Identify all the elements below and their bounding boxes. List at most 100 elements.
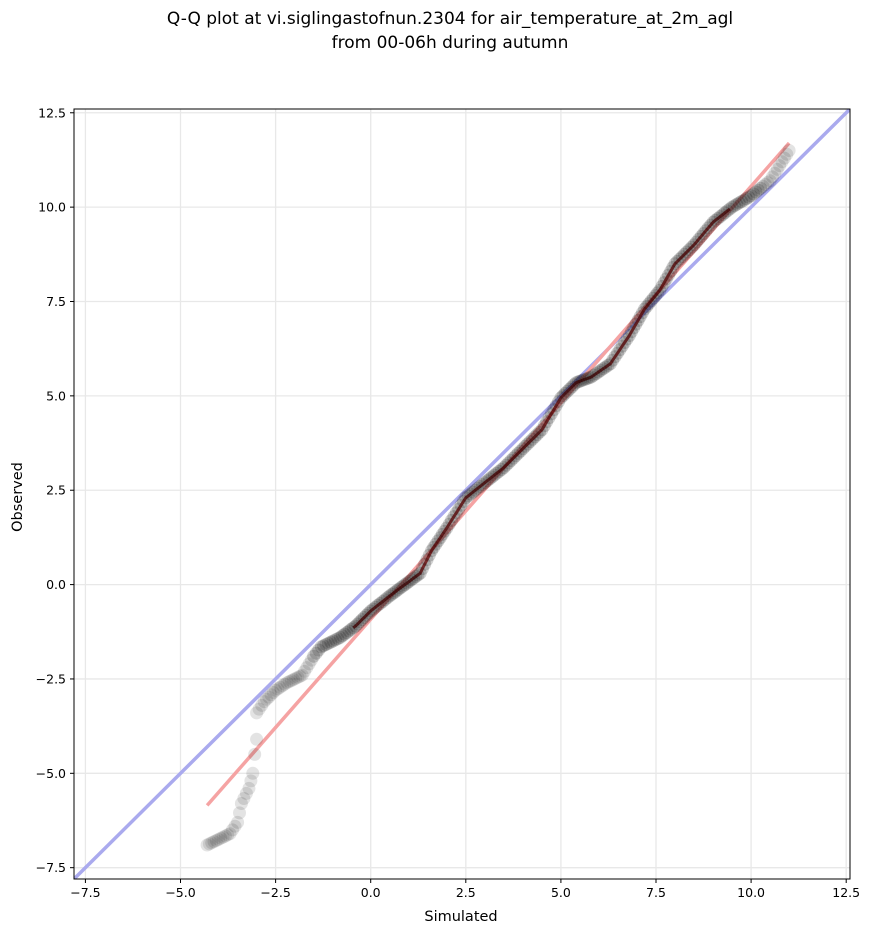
qq-point bbox=[478, 476, 492, 490]
qq-point bbox=[260, 692, 273, 706]
qq-point bbox=[471, 481, 485, 495]
qq-point bbox=[326, 634, 340, 648]
qq-point bbox=[248, 747, 262, 761]
qq-point bbox=[271, 682, 285, 696]
qq-point bbox=[499, 458, 513, 472]
qq-point bbox=[635, 306, 649, 320]
qq-point bbox=[673, 252, 687, 266]
qq-point bbox=[289, 671, 303, 685]
qq-point bbox=[291, 670, 305, 684]
grid-lines bbox=[74, 109, 850, 879]
qq-point bbox=[231, 815, 245, 829]
qq-point bbox=[720, 204, 734, 218]
qq-point bbox=[207, 835, 221, 849]
qq-point bbox=[212, 832, 225, 846]
qq-point bbox=[730, 197, 744, 211]
qq-point bbox=[777, 151, 791, 165]
qq-point bbox=[773, 159, 787, 173]
qq-point bbox=[664, 264, 678, 278]
x-tick-label: −7.5 bbox=[70, 885, 100, 900]
qq-point bbox=[668, 257, 682, 271]
qq-point bbox=[567, 378, 581, 392]
x-tick-label: 12.5 bbox=[832, 885, 860, 900]
qq-point bbox=[221, 828, 235, 842]
qq-point bbox=[571, 375, 585, 389]
qq-point bbox=[697, 227, 710, 241]
qq-point bbox=[319, 638, 333, 651]
qq-point bbox=[713, 210, 727, 224]
qq-point bbox=[300, 661, 314, 675]
qq-point bbox=[293, 669, 307, 683]
qq-point bbox=[613, 343, 627, 357]
qq-point bbox=[739, 192, 753, 206]
qq-point bbox=[287, 673, 300, 686]
qq-point bbox=[409, 570, 423, 583]
qq-point bbox=[640, 299, 654, 313]
qq-point bbox=[747, 187, 760, 201]
qq-point bbox=[309, 646, 323, 660]
qq-point bbox=[608, 350, 622, 364]
qq-point bbox=[506, 451, 520, 465]
qq-point bbox=[214, 831, 228, 845]
qq-point bbox=[487, 468, 501, 482]
qq-point bbox=[420, 553, 434, 567]
qq-point bbox=[618, 336, 632, 349]
qq-point bbox=[234, 797, 248, 810]
qq-point bbox=[378, 593, 392, 607]
qq-point bbox=[497, 461, 511, 475]
qq-point bbox=[449, 506, 463, 520]
qq-point bbox=[725, 200, 739, 214]
qq-point bbox=[329, 633, 342, 647]
x-tick-label: −5.0 bbox=[165, 885, 195, 900]
qq-point bbox=[558, 386, 572, 400]
qq-point bbox=[580, 372, 594, 386]
qq-point bbox=[302, 657, 316, 671]
qq-point bbox=[655, 279, 669, 293]
qq-point bbox=[317, 639, 331, 653]
qq-point bbox=[464, 487, 478, 501]
qq-point bbox=[366, 602, 380, 616]
qq-point bbox=[629, 317, 643, 331]
qq-point bbox=[364, 604, 378, 618]
qq-point bbox=[226, 823, 239, 837]
qq-point bbox=[756, 179, 770, 193]
qq-point bbox=[371, 598, 385, 612]
qq-point bbox=[687, 238, 701, 252]
qq-point bbox=[485, 470, 499, 484]
qq-point bbox=[411, 568, 425, 582]
qq-point bbox=[653, 283, 667, 297]
qq-point bbox=[391, 582, 405, 596]
qq-point bbox=[780, 147, 794, 161]
qq-point bbox=[706, 215, 720, 229]
qq-point bbox=[563, 382, 577, 396]
qq-point bbox=[244, 774, 258, 788]
qq-point bbox=[535, 423, 549, 437]
qq-point bbox=[385, 587, 399, 601]
qq-point bbox=[622, 329, 636, 342]
qq-point bbox=[233, 806, 246, 820]
qq-point bbox=[422, 548, 436, 562]
qq-point bbox=[218, 829, 232, 843]
qq-point bbox=[544, 407, 558, 421]
qq-point bbox=[331, 632, 345, 646]
qq-point bbox=[627, 321, 641, 335]
qq-point bbox=[429, 537, 443, 551]
qq-point bbox=[770, 162, 784, 176]
qq-point bbox=[239, 786, 253, 800]
qq-point bbox=[389, 584, 403, 598]
qq-point bbox=[262, 690, 276, 704]
qq-point bbox=[278, 677, 292, 691]
qq-point bbox=[338, 627, 352, 641]
x-axis-label: Simulated bbox=[424, 909, 497, 925]
qq-point bbox=[565, 380, 579, 394]
chart-title-line2: from 00-06h during autumn bbox=[332, 33, 569, 53]
qq-point bbox=[723, 202, 737, 216]
qq-point bbox=[749, 185, 763, 199]
y-tick-label: 2.5 bbox=[46, 483, 66, 498]
y-tick-label: 7.5 bbox=[46, 294, 66, 309]
qq-point bbox=[646, 291, 660, 305]
qq-point bbox=[435, 527, 449, 541]
qq-point bbox=[525, 432, 539, 446]
qq-point bbox=[250, 706, 264, 720]
qq-point bbox=[346, 621, 360, 635]
